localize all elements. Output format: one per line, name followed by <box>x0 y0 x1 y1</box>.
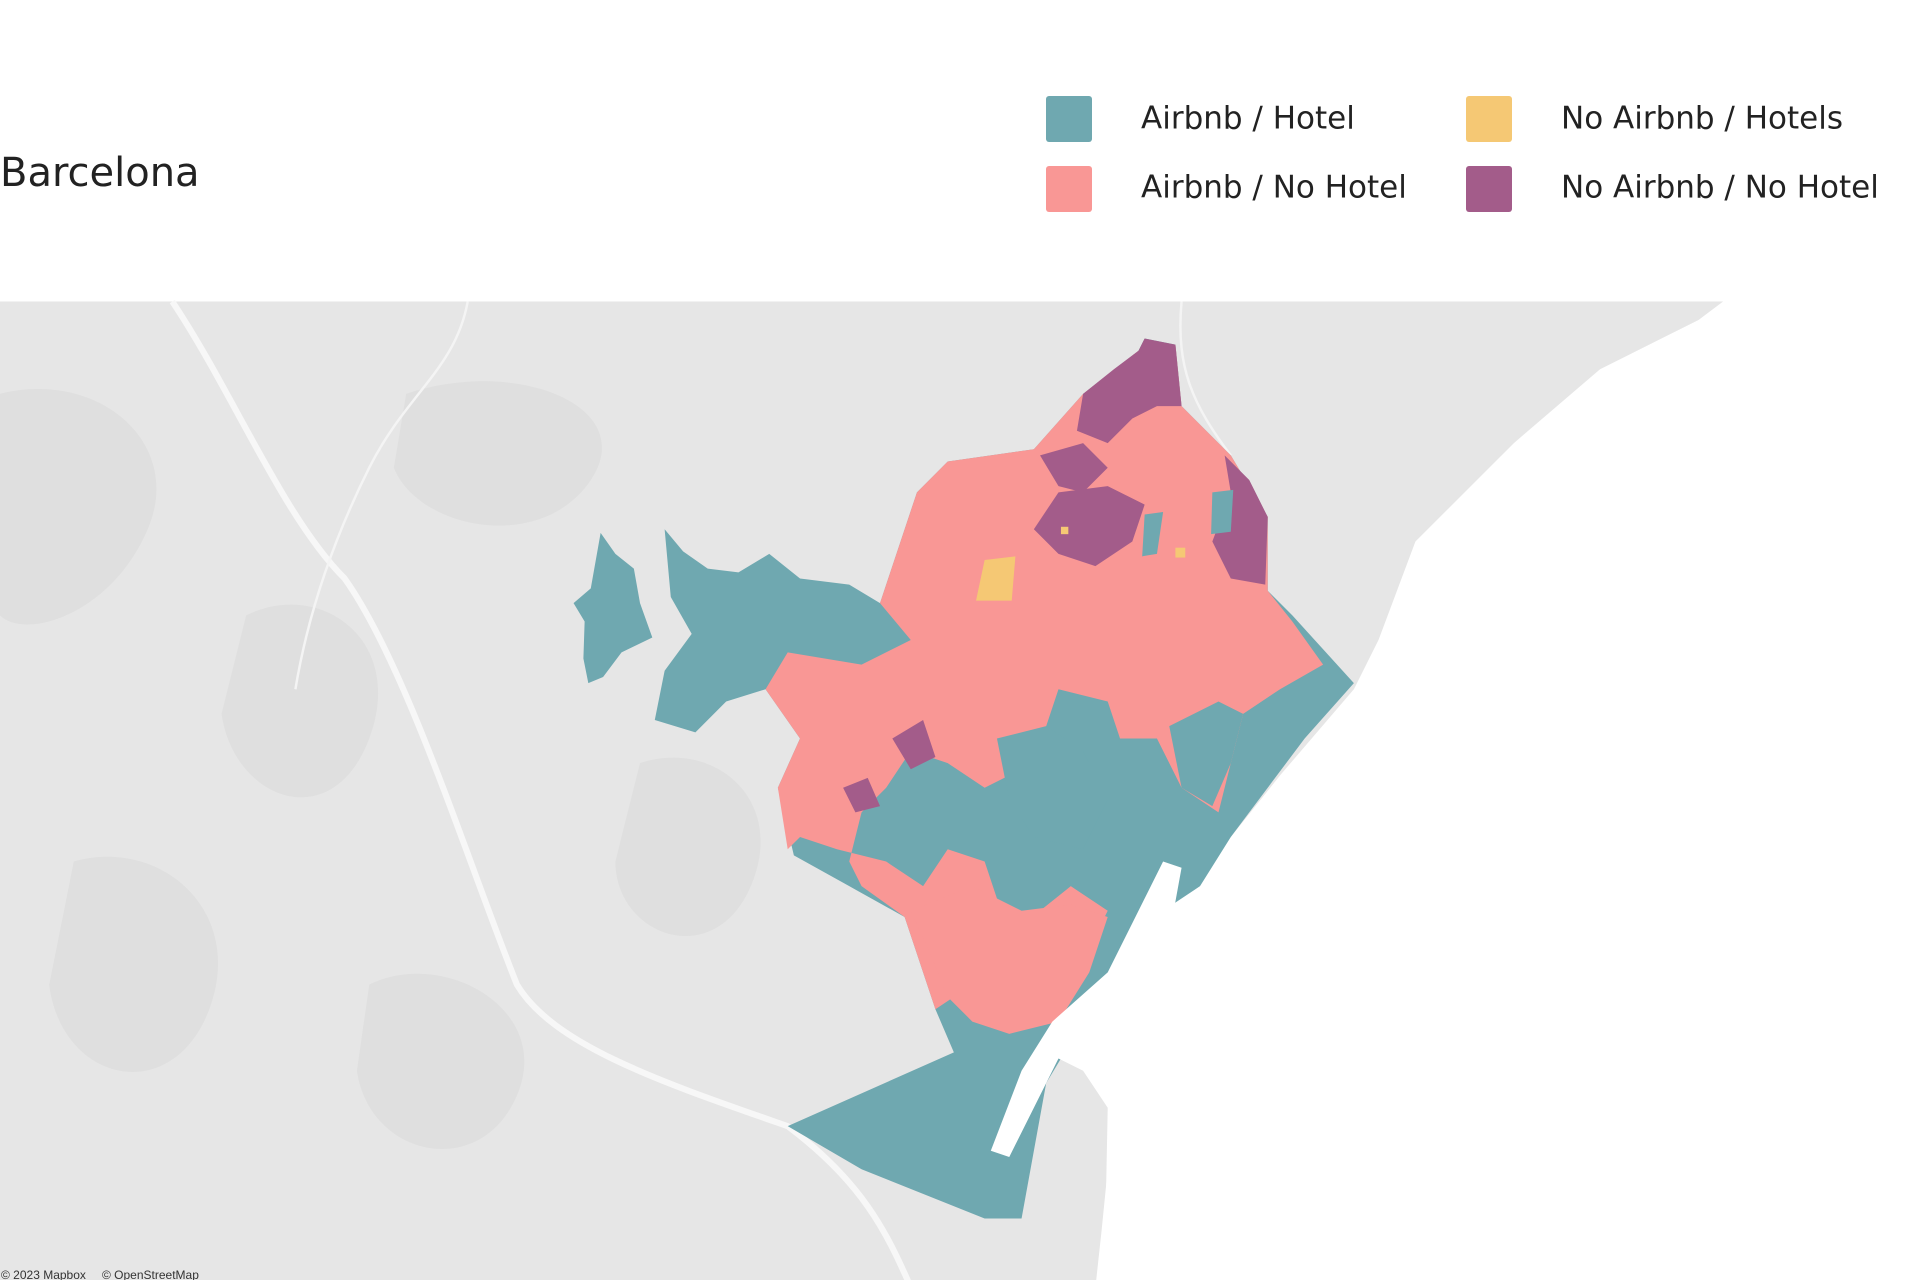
attribution: © 2023 Mapbox <box>1 1268 86 1280</box>
legend-label: No Airbnb / Hotels <box>1561 101 1843 137</box>
legend-swatch <box>1466 96 1512 142</box>
legend-label: Airbnb / Hotel <box>1141 101 1355 137</box>
district <box>910 886 1108 1034</box>
legend-label: Airbnb / No Hotel <box>1141 170 1407 206</box>
district <box>976 556 1016 601</box>
district <box>1076 338 1182 444</box>
district <box>1040 443 1108 493</box>
district <box>765 344 1324 1022</box>
district <box>1033 486 1145 567</box>
district <box>1211 489 1234 535</box>
district <box>892 720 936 770</box>
map <box>0 299 1920 1280</box>
district <box>1212 455 1268 585</box>
river <box>169 299 911 1280</box>
legend-label: No Airbnb / No Hotel <box>1561 170 1879 206</box>
district <box>573 532 653 684</box>
district <box>1175 547 1186 558</box>
district <box>1142 512 1164 557</box>
attribution: © OpenStreetMap <box>102 1268 199 1280</box>
district <box>1060 526 1069 535</box>
legend-swatch <box>1046 96 1092 142</box>
district <box>843 777 881 813</box>
legend-swatch <box>1046 166 1092 212</box>
legend: Airbnb / Hotel Airbnb / No Hotel No Airb… <box>1046 96 1879 212</box>
port <box>990 861 1182 1231</box>
district <box>1169 701 1244 807</box>
map-title: Barcelona <box>0 150 200 196</box>
road <box>294 301 1232 690</box>
district <box>996 726 1108 850</box>
land-texture <box>0 381 761 1150</box>
legend-swatch <box>1466 166 1512 212</box>
